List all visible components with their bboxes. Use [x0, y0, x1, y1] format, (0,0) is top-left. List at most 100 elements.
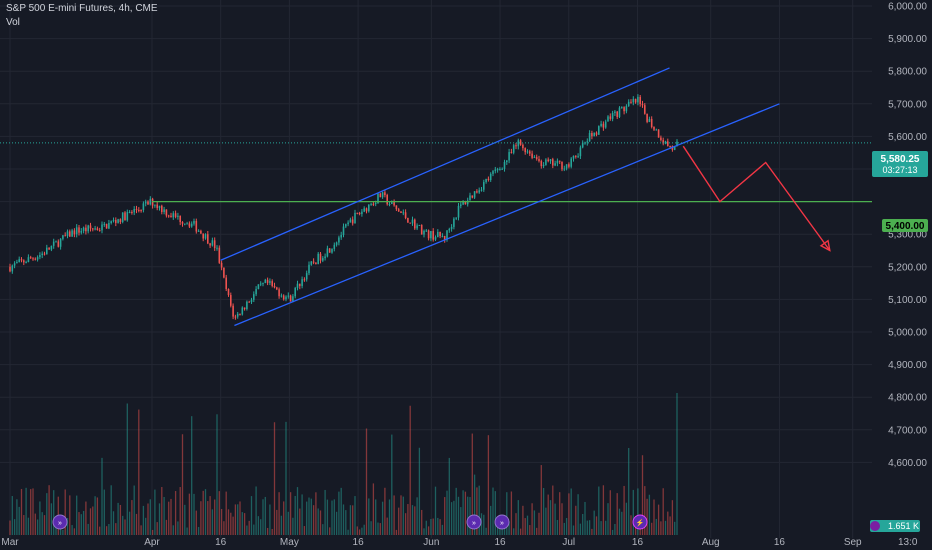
candle-body [538, 158, 540, 162]
candle-body [443, 235, 446, 240]
candle-body [381, 192, 384, 198]
candle-body [379, 193, 382, 198]
last-price-countdown: 03:27:13 [882, 165, 917, 175]
candle-body [533, 156, 536, 158]
candlestick-series [9, 94, 678, 320]
candle-body [232, 305, 234, 317]
candle-body [418, 224, 421, 226]
candle-body [492, 171, 494, 174]
price-tick-label: 5,800.00 [888, 67, 927, 78]
candle-body [517, 140, 520, 147]
price-axis[interactable]: 6,000.00 5,900.00 5,800.00 5,700.00 5,600.00… [872, 0, 932, 550]
time-axis[interactable]: Mar Apr 16 May 16 Jun 16 Jul 16 Aug 16 Sep 13:0 [0, 537, 932, 550]
candle-body [287, 295, 290, 297]
candle-body [299, 283, 301, 286]
candle-body [96, 228, 99, 231]
symbol-title[interactable]: S&P 500 E-mini Futures, 4h, CME [6, 3, 158, 14]
candle-body [448, 228, 451, 231]
candle-body [149, 198, 152, 205]
candle-body [319, 253, 322, 261]
candle-body [600, 123, 602, 127]
candle-body [230, 295, 232, 306]
event-icon-glyph: » [58, 520, 62, 527]
candle-body [453, 218, 455, 227]
candle-body [616, 111, 618, 117]
candle-body [489, 173, 492, 181]
candle-body [289, 295, 292, 302]
candle-body [41, 253, 43, 256]
candle-body [165, 209, 168, 216]
candle-body [89, 225, 92, 229]
earnings-event-icon[interactable] [632, 514, 648, 530]
candle-body [158, 205, 161, 208]
event-icon-glyph: ⚡ [636, 518, 645, 527]
candle-body [202, 233, 204, 239]
candle-body [147, 201, 149, 205]
candle-body [151, 198, 154, 206]
time-tick-label: 16 [353, 537, 365, 548]
dividend-event-icon[interactable] [494, 514, 510, 530]
volume-bars [9, 392, 678, 535]
dividend-event-icon[interactable] [52, 514, 68, 530]
candle-body [358, 212, 361, 215]
candle-body [487, 178, 490, 181]
trend-channel[interactable] [220, 67, 780, 327]
candle-body [16, 262, 18, 264]
dividend-event-icon[interactable] [466, 514, 482, 530]
candle-body [216, 247, 218, 249]
candle-body [552, 159, 554, 166]
candle-body [627, 101, 630, 107]
candle-body [471, 195, 474, 198]
volume-event-icon[interactable] [870, 521, 880, 531]
candle-body [644, 105, 646, 114]
price-tick-label: 5,300.00 [888, 230, 927, 241]
candle-body [370, 203, 372, 205]
candle-body [483, 182, 485, 190]
candle-body [27, 257, 30, 263]
candle-body [184, 223, 186, 225]
price-tick-label: 4,700.00 [888, 425, 927, 436]
candle-body [154, 204, 156, 206]
candle-body [611, 113, 614, 119]
price-tick-label: 6,000.00 [888, 2, 927, 13]
candle-body [581, 142, 584, 148]
candle-body [469, 195, 471, 201]
time-tick-label: 16 [632, 537, 644, 548]
price-tick-label: 5,200.00 [888, 262, 927, 273]
support-badge [882, 219, 928, 232]
candle-body [648, 118, 651, 122]
candle-body [209, 243, 211, 246]
candle-body [397, 209, 400, 212]
candle-body [239, 313, 241, 315]
candle-body [499, 168, 501, 170]
projection-path[interactable] [682, 145, 831, 251]
candle-body [57, 241, 60, 247]
candle-body [356, 212, 359, 214]
candle-body [207, 234, 209, 244]
candle-body [414, 219, 416, 229]
time-tick-label: Sep [844, 537, 862, 548]
candle-body [138, 209, 140, 211]
candle-body [257, 284, 260, 290]
volume-badge-label: 1.651 K [888, 521, 919, 531]
candle-body [361, 211, 363, 215]
time-tick-label: 16 [494, 537, 506, 548]
price-tick-label: 4,800.00 [888, 393, 927, 404]
price-tick-label: 5,000.00 [888, 328, 927, 339]
volume-indicator-label[interactable]: Vol [6, 17, 20, 28]
candle-body [271, 281, 273, 286]
candle-body [667, 141, 669, 146]
candle-body [340, 234, 342, 238]
candle-body [455, 217, 457, 219]
candle-body [503, 162, 506, 169]
time-tick-label: Apr [144, 537, 160, 548]
candle-body [213, 240, 216, 249]
candle-body [621, 107, 623, 109]
price-tick-label: 4,900.00 [888, 360, 927, 371]
candle-body [119, 219, 122, 222]
candle-body [630, 101, 632, 103]
candle-body [400, 211, 402, 213]
candle-body [117, 219, 119, 223]
candle-body [386, 194, 388, 205]
